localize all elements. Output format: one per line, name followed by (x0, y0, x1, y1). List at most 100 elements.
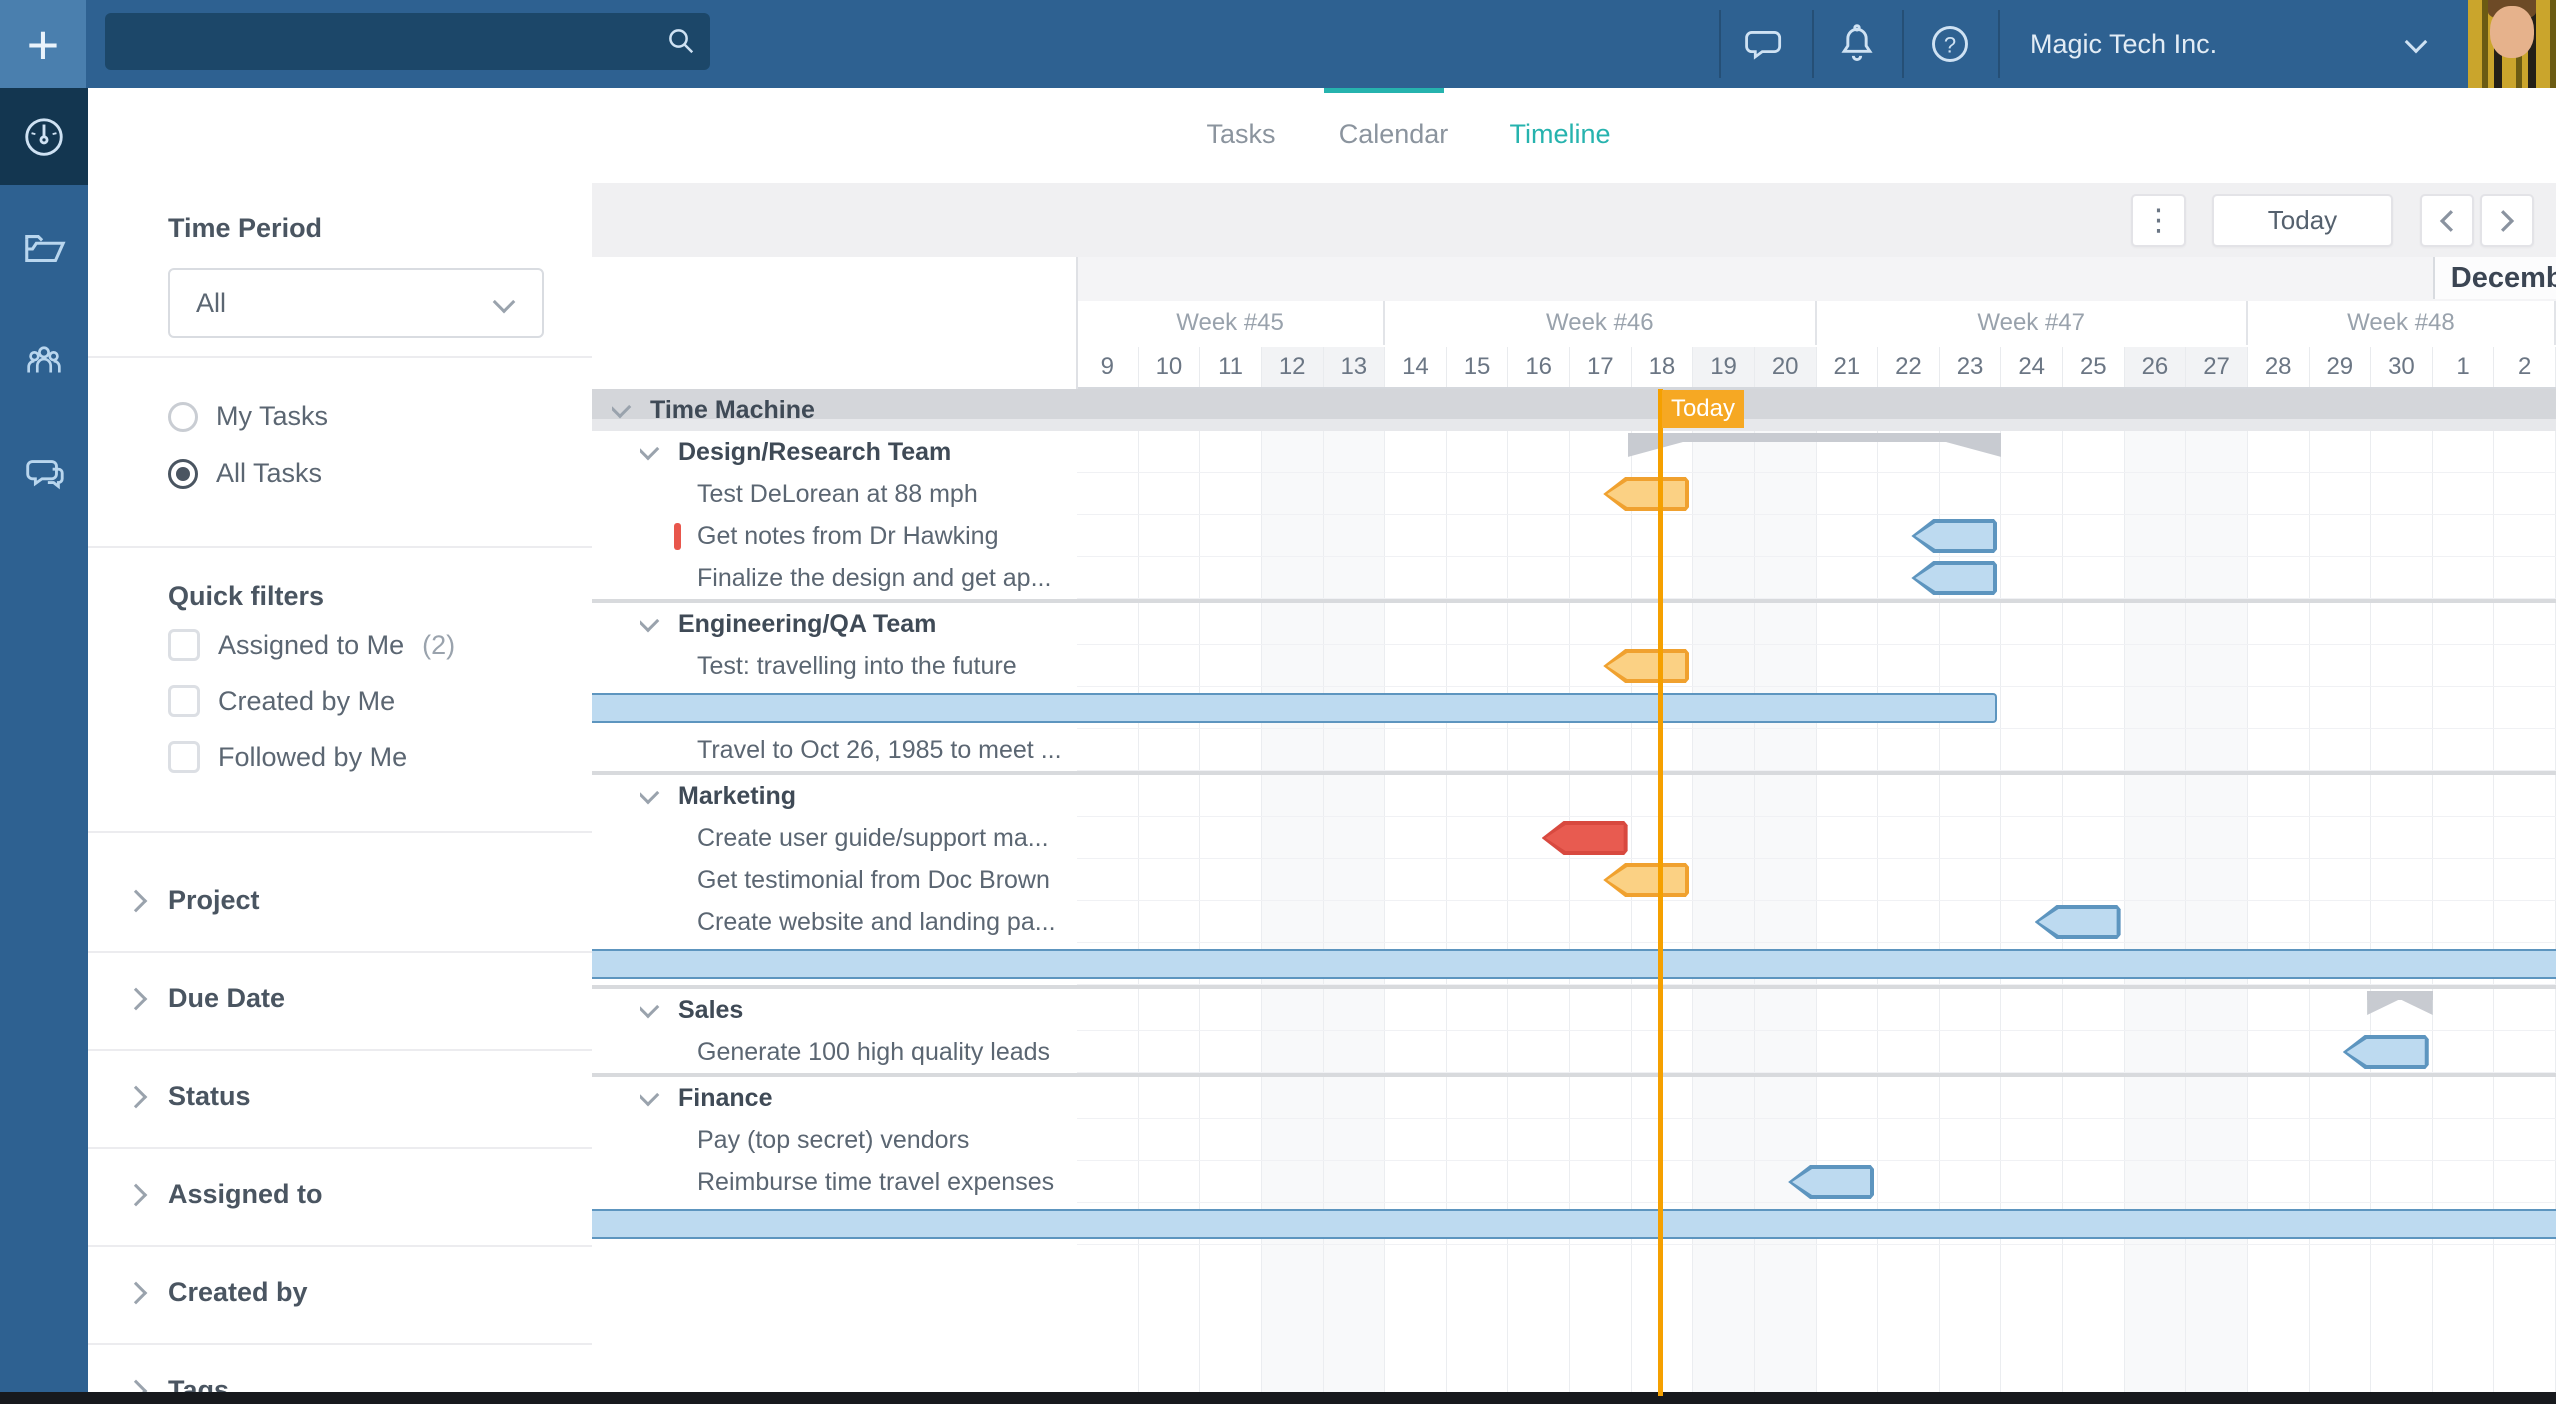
week-cell: Week #45 (1077, 301, 1386, 345)
dashboard-icon (25, 117, 63, 156)
quick-filter-row[interactable]: Created by Me (168, 685, 395, 717)
workspace-switcher[interactable]: Magic Tech Inc. (2010, 0, 2460, 88)
chevron-down-icon[interactable] (640, 995, 660, 1019)
chevron-down-icon[interactable] (612, 395, 632, 419)
grid-column (1139, 389, 1201, 1396)
group-row-label[interactable]: Engineering/QA Team (640, 603, 936, 645)
filter-section-project[interactable]: Project (124, 885, 260, 916)
filter-section-status[interactable]: Status (124, 1081, 251, 1112)
bell-icon[interactable] (1835, 22, 1879, 66)
filter-section-created-by[interactable]: Created by (124, 1277, 308, 1308)
day-cell: 30 (2371, 347, 2433, 387)
checkbox-icon[interactable] (168, 685, 200, 717)
today-button[interactable]: Today (2212, 194, 2393, 247)
quick-filter-label: Created by Me (218, 685, 396, 716)
filter-section-label: Assigned to (168, 1179, 323, 1209)
gantt-bar-due-red[interactable] (1541, 821, 1628, 855)
checkbox-icon[interactable] (168, 629, 200, 661)
quick-filter-row[interactable]: Assigned to Me (2) (168, 629, 455, 661)
gantt-bar-due-blue[interactable] (1788, 1165, 1875, 1199)
sidebar-item-messages[interactable] (0, 424, 88, 521)
chat-icon[interactable] (1743, 22, 1787, 66)
day-cell: 21 (1817, 347, 1879, 387)
gantt-bar-due-orange[interactable] (1603, 649, 1690, 683)
row-label-text: Time Machine (650, 395, 815, 424)
task-row-label[interactable]: Reimburse time travel expenses (697, 1161, 1054, 1203)
more-options-button[interactable]: ⋮ (2131, 194, 2186, 247)
prev-button[interactable] (2420, 194, 2474, 247)
svg-text:?: ? (1944, 32, 1956, 57)
grid-column (2063, 389, 2125, 1396)
sidebar-item-dashboard[interactable] (0, 88, 88, 185)
tab-timeline[interactable]: Timeline (1509, 119, 1611, 149)
gantt-bar-range[interactable] (592, 949, 2556, 979)
task-row-label[interactable]: Test DeLorean at 88 mph (697, 473, 978, 515)
group-row-label[interactable]: Design/Research Team (640, 431, 951, 473)
chat-bubbles-icon (26, 459, 64, 489)
scope-option-my-tasks[interactable]: My Tasks (168, 401, 328, 432)
task-row-label[interactable]: Create website and landing pa... (697, 901, 1056, 943)
checkbox-icon[interactable] (168, 741, 200, 773)
tab-tasks[interactable]: Tasks (1206, 119, 1276, 149)
task-row-label[interactable]: Travel to Oct 26, 1985 to meet ... (697, 729, 1062, 771)
radio-selected-icon[interactable] (168, 458, 198, 489)
filter-section-due-date[interactable]: Due Date (124, 983, 285, 1014)
chevron-down-icon[interactable] (640, 781, 660, 805)
task-row-label[interactable]: Test: travelling into the future (697, 645, 1017, 687)
kebab-icon: ⋮ (2143, 204, 2174, 237)
row-border (1077, 1244, 2556, 1245)
time-period-value: All (196, 287, 227, 318)
gantt-bar-due-orange[interactable] (1603, 863, 1690, 897)
gantt-bar-summary[interactable] (1627, 433, 2002, 457)
gantt-bar-summary[interactable] (2367, 991, 2433, 1015)
row-border (1077, 644, 2556, 645)
next-button[interactable] (2480, 194, 2534, 247)
chevron-down-icon[interactable] (640, 1083, 660, 1107)
radio-icon[interactable] (168, 401, 198, 432)
gantt-bar-due-blue[interactable] (1911, 561, 1998, 595)
task-row-label[interactable]: Finalize the design and get ap... (697, 557, 1051, 599)
row-label-text: Test DeLorean at 88 mph (697, 479, 978, 508)
day-cell: 22 (1878, 347, 1940, 387)
grid-column (1508, 389, 1570, 1396)
chevron-down-icon[interactable] (640, 437, 660, 461)
gantt-bar-range[interactable] (592, 1209, 2556, 1239)
side-nav (0, 88, 88, 1404)
sidebar-item-projects[interactable] (0, 200, 88, 297)
tab-calendar[interactable]: Calendar (1338, 119, 1449, 149)
gantt-bar-due-blue[interactable] (2342, 1035, 2429, 1069)
user-avatar[interactable] (2468, 0, 2556, 88)
search-input[interactable] (105, 13, 710, 70)
day-cell: 12 (1261, 347, 1324, 387)
group-row-label[interactable]: Finance (640, 1077, 772, 1119)
grid-column (1447, 389, 1509, 1396)
chevron-right-icon (124, 1183, 148, 1206)
day-cell: 1 (2433, 347, 2495, 387)
quick-filter-row[interactable]: Followed by Me (168, 741, 407, 773)
chevron-down-icon[interactable] (640, 609, 660, 633)
task-row-label[interactable]: Generate 100 high quality leads (697, 1031, 1050, 1073)
task-row-label[interactable]: Create user guide/support ma... (697, 817, 1049, 859)
filter-section-assigned-to[interactable]: Assigned to (124, 1179, 323, 1210)
task-row-label[interactable]: Pay (top secret) vendors (697, 1119, 969, 1161)
gantt-bar-due-orange[interactable] (1603, 477, 1690, 511)
timeline-toolbar: ⋮ Today (592, 183, 2556, 259)
add-button[interactable]: + (0, 0, 86, 88)
gantt-bar-due-blue[interactable] (2034, 905, 2121, 939)
group-row-label[interactable]: Marketing (640, 775, 796, 817)
row-label-text: Create website and landing pa... (697, 907, 1056, 936)
row-border (1077, 1160, 2556, 1161)
gantt-bar-due-blue[interactable] (1911, 519, 1998, 553)
gantt-bar-range[interactable] (592, 693, 1998, 723)
group-row-label[interactable]: Sales (640, 989, 743, 1031)
project-row-label[interactable]: Time Machine (612, 389, 815, 431)
scope-option-all-tasks[interactable]: All Tasks (168, 458, 322, 489)
task-row-label[interactable]: Get notes from Dr Hawking (697, 515, 999, 557)
help-icon[interactable]: ? (1928, 22, 1972, 66)
sidebar-item-team[interactable] (0, 312, 88, 409)
time-period-select[interactable]: All (168, 268, 544, 338)
row-border (1077, 1202, 2556, 1203)
task-row-label[interactable]: Get testimonial from Doc Brown (697, 859, 1050, 901)
row-label-text: Pay (top secret) vendors (697, 1125, 970, 1154)
today-flag: Today (1661, 390, 1744, 428)
